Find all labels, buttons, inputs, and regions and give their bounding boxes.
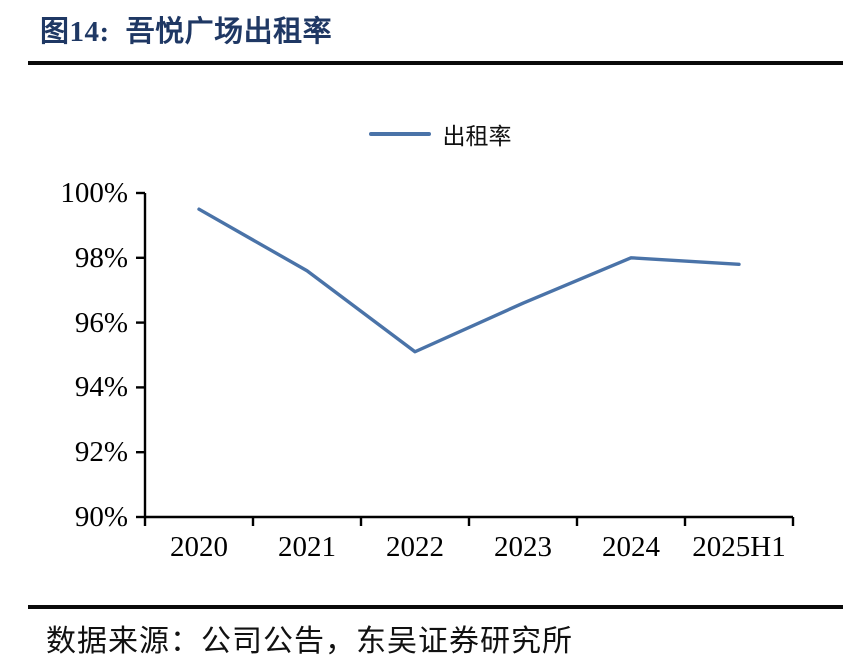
legend-entry: 出租率 xyxy=(368,117,512,151)
data-source-note: 数据来源：公司公告，东吴证券研究所 xyxy=(46,625,573,658)
series-line-出租率 xyxy=(197,207,741,354)
y-tick-label: 94% xyxy=(74,371,128,404)
chart-legend: 出租率 xyxy=(0,117,866,151)
y-tick-label: 92% xyxy=(74,436,128,469)
figure-title: 图14: 吾悦广场出租率 xyxy=(40,8,332,50)
x-tick-label: 2022 xyxy=(386,531,444,563)
y-tick-label: 100% xyxy=(60,177,128,209)
x-tick-label: 2023 xyxy=(494,531,552,563)
x-tick-label: 2025H1 xyxy=(692,531,786,563)
top-divider xyxy=(28,61,843,65)
figure-title-text: 吾悦广场出租率 xyxy=(125,16,333,48)
bottom-divider xyxy=(28,605,843,609)
x-tick-label: 2021 xyxy=(278,531,336,563)
y-tick-label: 90% xyxy=(74,501,128,533)
legend-series-label: 出租率 xyxy=(442,124,512,149)
y-tick-label: 98% xyxy=(74,241,128,274)
x-tick-label: 2024 xyxy=(602,531,660,563)
figure-number: 图14: xyxy=(40,16,110,48)
legend-line-swatch xyxy=(368,132,431,136)
x-tick-label: 2020 xyxy=(170,531,228,563)
y-tick-label: 96% xyxy=(74,306,128,339)
